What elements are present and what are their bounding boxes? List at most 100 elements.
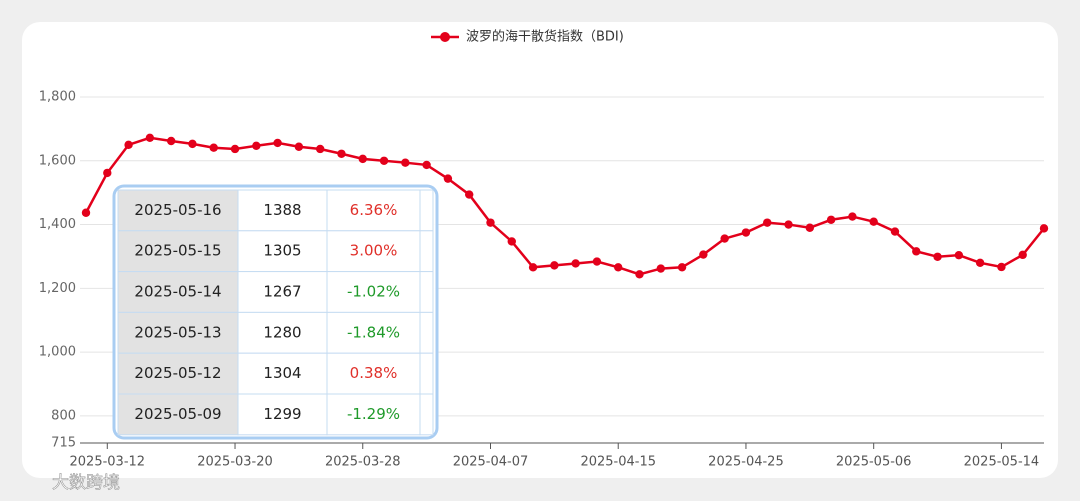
table-text: 1305 — [263, 242, 301, 260]
y-tick-label: 1,000 — [39, 345, 76, 360]
point — [507, 237, 516, 246]
table-text: 0.38% — [350, 364, 398, 382]
point — [401, 158, 410, 167]
point — [188, 139, 197, 149]
x-tick-label: 2025-03-20 — [197, 455, 273, 470]
point — [145, 133, 155, 143]
table-cell — [326, 230, 421, 273]
point — [912, 247, 921, 256]
point — [805, 223, 815, 232]
table-cell — [237, 230, 328, 273]
table-cell — [419, 393, 434, 436]
table-text: -1.29% — [347, 405, 400, 423]
x-tick-label: 2025-04-25 — [708, 455, 784, 470]
point — [1018, 250, 1027, 260]
x-tick-label: 2025-05-14 — [964, 455, 1040, 470]
table-cell — [419, 230, 434, 273]
point — [975, 258, 985, 268]
point — [422, 160, 431, 170]
point — [252, 141, 261, 150]
x-tick-label: 2025-03-28 — [325, 455, 401, 470]
point — [550, 261, 559, 270]
table-text: -1.02% — [347, 283, 400, 301]
table-text: 1388 — [263, 201, 301, 219]
table-text: 2025-05-15 — [134, 242, 221, 260]
point — [209, 143, 218, 152]
table-cell — [419, 352, 434, 395]
point — [869, 217, 878, 226]
table-cell — [117, 311, 239, 354]
point — [635, 270, 644, 279]
table-cell — [117, 393, 239, 436]
legend-label: 波罗的海干散货指数（BDI) — [466, 29, 624, 45]
table-cell — [237, 352, 328, 395]
point — [315, 144, 325, 154]
table-text: 1304 — [263, 364, 301, 382]
point — [166, 136, 176, 146]
legend-marker — [440, 32, 450, 42]
point — [954, 250, 964, 260]
table-cell — [117, 230, 239, 273]
table-text: 2025-05-16 — [134, 201, 221, 219]
point — [273, 138, 282, 148]
point — [124, 140, 133, 150]
point — [784, 220, 793, 229]
point — [358, 154, 367, 164]
point — [997, 262, 1006, 272]
y-tick-label: 1,400 — [39, 217, 76, 232]
y-tick-label: 715 — [51, 436, 76, 451]
point — [1039, 224, 1049, 233]
point — [465, 190, 474, 199]
point — [720, 234, 729, 243]
table-text: 2025-05-13 — [134, 323, 221, 341]
point — [294, 142, 304, 151]
table-text: -1.84% — [347, 323, 400, 341]
table-cell — [419, 189, 434, 232]
point — [699, 250, 708, 259]
point — [81, 208, 91, 217]
watermark: 大数跨境 — [52, 473, 120, 493]
table-cell — [117, 271, 239, 313]
point — [230, 144, 240, 154]
point — [848, 212, 857, 221]
table-cell — [326, 271, 421, 313]
line — [84, 136, 1045, 276]
point — [763, 218, 772, 227]
y-tick-label: 1,200 — [39, 281, 76, 296]
point — [379, 156, 389, 165]
table-cell — [117, 189, 239, 232]
point — [592, 257, 602, 266]
table-text: 2025-05-09 — [134, 405, 221, 423]
table-text: 2025-05-12 — [134, 364, 221, 382]
point — [571, 259, 580, 268]
table-text: 6.36% — [350, 201, 398, 219]
point — [741, 228, 751, 237]
y-tick-label: 1,800 — [39, 90, 76, 105]
table-cell — [237, 271, 328, 313]
point — [933, 252, 942, 261]
point — [614, 263, 623, 272]
x-tick-label: 2025-04-07 — [453, 455, 529, 470]
x-tick-label: 2025-05-06 — [836, 455, 912, 470]
table-cell — [419, 271, 434, 313]
point — [677, 263, 687, 272]
table-cell — [326, 393, 421, 436]
point — [486, 218, 495, 227]
x-tick-label: 2025-03-12 — [70, 455, 146, 470]
x-tick-label: 2025-04-15 — [580, 455, 656, 470]
point — [103, 168, 112, 178]
y-tick-label: 800 — [51, 408, 76, 423]
point — [443, 174, 453, 183]
table-text: 3.00% — [350, 242, 398, 260]
point — [826, 215, 836, 224]
table-text: 1299 — [263, 405, 301, 423]
point — [656, 264, 665, 273]
point — [528, 263, 538, 272]
table-text: 1267 — [263, 283, 301, 301]
table-text: 1280 — [263, 323, 301, 341]
table-text: 2025-05-14 — [134, 283, 221, 301]
y-tick-label: 1,600 — [39, 153, 76, 168]
table-cell — [117, 352, 239, 395]
point — [890, 227, 900, 236]
